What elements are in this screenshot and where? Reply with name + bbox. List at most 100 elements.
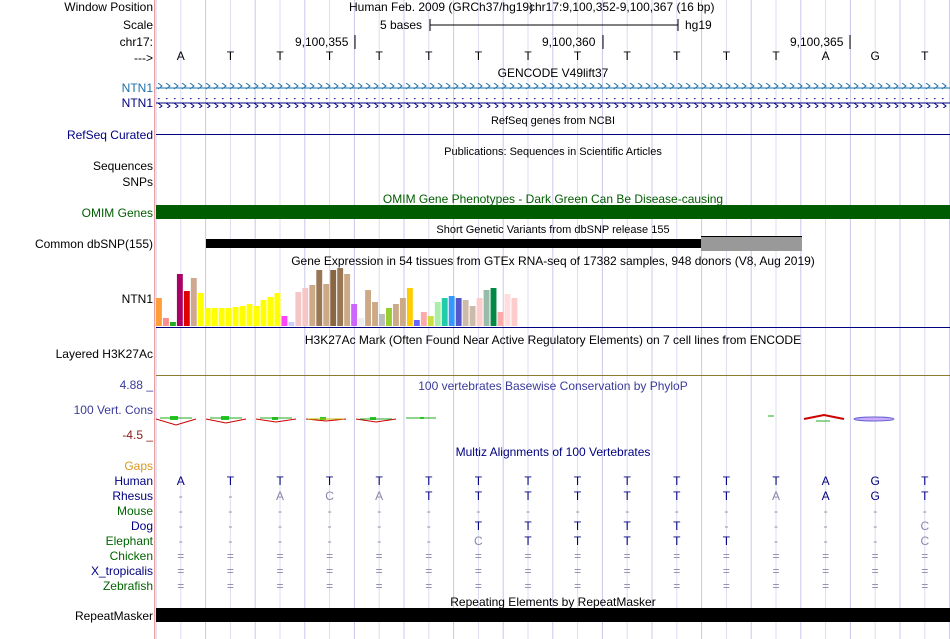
sequence-base: T [425,49,433,63]
alignment-base: T [474,519,483,533]
alignment-base: = [375,564,383,578]
alignment-base: = [921,549,929,563]
gtex-bar [225,308,232,326]
phylop-graph[interactable] [156,405,950,435]
gtex-bar [379,314,385,326]
pubs-label[interactable]: Sequences [92,159,153,173]
gtex-bar [246,304,253,326]
alignment-base: T [524,519,532,533]
phylop-label[interactable]: 100 Vert. Cons [73,403,153,417]
alignment-base: = [425,549,433,563]
alignment-base: = [425,564,433,578]
gencode-label[interactable]: NTN1 [121,96,153,110]
dbsnp-label[interactable]: Common dbSNP(155) [34,237,153,251]
alignment-base: = [474,579,482,593]
gencode-transcripts[interactable] [156,81,950,111]
species-label[interactable]: Chicken [109,549,153,563]
gtex-bar [441,298,448,326]
h3k27ac-label[interactable]: Layered H3K27Ac [55,347,153,361]
gtex-bar [358,318,365,326]
alignment-base: T [474,489,483,503]
alignment-base: = [524,549,532,563]
alignment-base: T [623,519,631,533]
alignment-base: - [873,534,878,548]
refseq-transcript[interactable] [156,134,950,135]
gtex-bar [490,288,497,326]
alignment-base: T [276,474,284,488]
alignment-base: = [375,549,383,563]
alignment-base: = [177,579,185,593]
alignment-base: = [474,564,482,578]
gtex-title[interactable]: Gene Expression in 54 tissues from GTEx … [291,254,815,268]
alignment-base: = [722,564,730,578]
species-label[interactable]: Human [114,474,153,488]
omim-title[interactable]: OMIM Gene Phenotypes - Dark Green Can Be… [382,192,724,206]
alignment-base: - [724,519,729,533]
alignment-base: T [524,534,532,548]
alignment-base: T [524,474,532,488]
alignment-base: C [474,534,483,548]
sequence-base: T [722,49,731,63]
refseq-title[interactable]: RefSeq genes from NCBI [490,115,616,127]
alignment-base: T [772,474,780,488]
scale-text: 5 bases [380,18,423,32]
alignment-base: T [722,474,731,488]
gtex-bar [420,312,427,326]
repeatmasker-label[interactable]: RepeatMasker [74,609,153,623]
gtex-bar [156,298,162,326]
species-label[interactable]: Mouse [116,504,153,518]
gencode-title[interactable]: GENCODE V49lift37 [497,66,609,80]
repeatmasker-feature[interactable] [156,608,950,622]
alignment-base: = [226,564,234,578]
phylop-max: 4.88 _ [119,378,153,392]
omim-feature[interactable] [156,205,950,219]
alignment-base: = [623,579,631,593]
sequence-base: T [673,49,681,63]
gtex-bar [190,278,197,326]
pubs-title[interactable]: Publications: Sequences in Scientific Ar… [444,146,662,158]
gtex-bar [330,270,337,326]
alignment-base: C [325,489,334,503]
alignment-base: = [822,549,830,563]
gtex-bar [260,300,267,326]
base-ruler[interactable] [0,0,950,70]
multiz-title[interactable]: Multiz Alignments of 100 Vertebrates [455,445,651,459]
gtex-bar [469,306,476,326]
alignment-base: = [276,549,284,563]
h3k27ac-title[interactable]: H3K27Ac Mark (Often Found Near Active Re… [304,333,802,347]
alignment-base: = [871,549,879,563]
gencode-label[interactable]: NTN1 [121,81,153,95]
species-label[interactable]: Elephant [105,534,153,548]
species-label[interactable]: Dog [130,519,153,533]
species-label[interactable]: Rhesus [112,489,153,503]
alignment-base: - [823,504,828,518]
gaps-label[interactable]: Gaps [124,459,153,473]
species-label[interactable]: X_tropicalis [90,564,153,578]
snps-label[interactable]: SNPs [122,175,153,189]
species-label[interactable]: Zebrafish [102,579,153,593]
coord-label: 9,100,355 [295,35,349,49]
sequence-base: A [176,49,185,63]
alignment-base: C [920,534,930,548]
gtex-label[interactable]: NTN1 [121,292,153,306]
alignment-base: = [871,564,879,578]
gtex-bar [197,293,204,326]
gtex-bar [344,274,351,326]
omim-label[interactable]: OMIM Genes [81,206,153,220]
alignment-base: T [573,534,582,548]
position-text[interactable]: chr17:9,100,352-9,100,367 (16 bp) [529,0,715,14]
gtex-bar [281,316,288,326]
alignment-base: - [228,489,233,503]
assembly-text[interactable]: Human Feb. 2009 (GRCh37/hg19) [349,0,534,14]
alignment-base: = [524,579,532,593]
alignment-base: T [573,519,582,533]
repeatmasker-title[interactable]: Repeating Elements by RepeatMasker [450,595,656,609]
dbsnp-variant[interactable] [206,239,802,248]
alignment-base: - [774,534,778,548]
refseq-label[interactable]: RefSeq Curated [66,128,153,142]
dbsnp-title[interactable]: Short Genetic Variants from dbSNP releas… [436,224,670,236]
dbsnp-variant[interactable] [701,236,802,251]
phylop-title[interactable]: 100 vertebrates Basewise Conservation by… [418,379,688,393]
gtex-bar [162,318,169,326]
